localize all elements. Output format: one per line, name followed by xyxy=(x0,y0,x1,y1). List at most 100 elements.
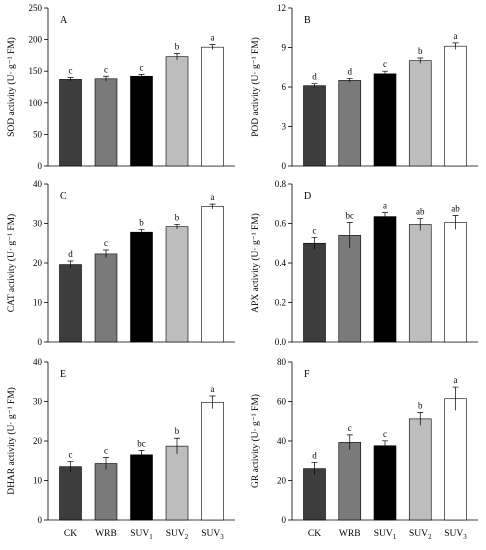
panel-letter: F xyxy=(304,369,310,380)
bar-suv1 xyxy=(373,216,397,343)
y-tick-label: 30 xyxy=(33,397,43,407)
y-tick-label: 0 xyxy=(282,515,287,525)
error-bar xyxy=(209,395,216,409)
error-bar xyxy=(452,215,459,230)
y-tick-label: 0.2 xyxy=(275,298,286,308)
bar-ck xyxy=(59,264,82,343)
error-bar xyxy=(382,212,388,221)
bar-suv2 xyxy=(408,224,432,343)
significance-letter: c xyxy=(69,450,73,460)
panel-letter: E xyxy=(60,369,66,380)
bar-suv2 xyxy=(408,60,432,167)
bar-ck xyxy=(59,79,82,167)
bar-suv3 xyxy=(444,222,467,343)
bar-wrb xyxy=(94,78,118,167)
significance-letter: d xyxy=(348,66,353,76)
bar-ck xyxy=(303,468,326,521)
bar-suv1 xyxy=(130,231,153,343)
x-tick-label: WRB xyxy=(95,529,117,539)
x-tick-label: SUV1 xyxy=(374,529,397,541)
error-bar xyxy=(174,223,180,230)
bar-suv3 xyxy=(444,45,467,167)
significance-letter: c xyxy=(313,225,317,235)
error-bar xyxy=(67,77,74,82)
error-bar xyxy=(174,437,180,455)
panel-f: 0 20 40 60 80 GR activity (U· g⁻¹ FM) Fd c c b a CK… xyxy=(250,357,478,541)
y-tick-label: 40 xyxy=(33,357,43,367)
bar-ck xyxy=(59,466,82,521)
y-tick-label: 6 xyxy=(282,82,287,92)
bar-suv3 xyxy=(201,46,224,167)
significance-letter: a xyxy=(383,201,387,211)
y-tick-label: 10 xyxy=(33,476,43,486)
significance-letter: c xyxy=(104,446,108,456)
error-bar xyxy=(138,229,145,235)
error-bar xyxy=(311,236,318,250)
error-bar xyxy=(452,42,459,50)
x-tick-label-base: WRB xyxy=(339,529,361,539)
bar-ck xyxy=(303,242,326,343)
significance-letter: b xyxy=(175,212,180,222)
error-bar xyxy=(103,457,109,470)
panel-d: 0.0 0.2 0.4 0.6 0.8 APX activity (U· g⁻¹ FM) D… xyxy=(250,179,478,347)
bar-suv1 xyxy=(130,454,153,521)
error-bar xyxy=(382,70,388,77)
x-tick-label-base: SUV xyxy=(130,529,149,539)
y-tick-label: 150 xyxy=(29,66,43,76)
significance-letter: b xyxy=(418,46,423,56)
y-tick-label: 0 xyxy=(38,161,43,171)
y-tick-label: 0 xyxy=(282,161,287,171)
error-bar xyxy=(311,461,318,475)
bar-suv2 xyxy=(165,56,189,167)
x-tick-label: CK xyxy=(308,529,321,539)
y-tick-label: 100 xyxy=(29,98,43,108)
panel-letter: A xyxy=(60,15,68,26)
bar-ck xyxy=(303,85,326,167)
bar-wrb xyxy=(338,442,362,521)
error-bar xyxy=(67,461,74,472)
y-tick-label: 0.0 xyxy=(275,337,287,347)
error-bar xyxy=(417,218,424,231)
significance-letter: bc xyxy=(346,211,355,221)
y-tick-label: 200 xyxy=(29,35,43,45)
y-axis-title: SOD activity (U· g⁻¹ FM) xyxy=(6,37,17,137)
y-axis-title: DHAR activity (U· g⁻¹ FM) xyxy=(6,387,17,495)
y-tick-label: 9 xyxy=(282,43,287,53)
error-bar xyxy=(346,78,353,83)
panel-letter: D xyxy=(304,191,311,202)
significance-letter: a xyxy=(454,375,458,385)
y-tick-label: 0.4 xyxy=(275,258,287,268)
x-tick-label-subscript: 1 xyxy=(149,533,153,541)
x-tick-label: SUV2 xyxy=(409,529,432,541)
significance-letter: ab xyxy=(451,204,460,214)
panel-a: 0 50 100 150 200 250 SOD activity (U· g⁻¹ FM) A… xyxy=(6,3,235,171)
significance-letter: c xyxy=(348,423,352,433)
significance-letter: b xyxy=(139,217,144,227)
x-tick-label-subscript: 2 xyxy=(185,533,189,541)
significance-letter: a xyxy=(211,33,215,43)
error-bar xyxy=(346,222,353,249)
error-bar xyxy=(452,386,459,411)
y-tick-label: 20 xyxy=(33,436,43,446)
y-tick-label: 50 xyxy=(33,129,43,139)
bar-suv2 xyxy=(165,226,189,343)
bar-suv2 xyxy=(165,445,189,521)
significance-letter: c xyxy=(140,62,144,72)
x-tick-label: SUV3 xyxy=(201,529,224,541)
significance-letter: c xyxy=(383,429,387,439)
significance-letter: c xyxy=(104,64,108,74)
x-tick-label-subscript: 1 xyxy=(393,533,397,541)
x-tick-label-base: WRB xyxy=(95,529,117,539)
error-bar xyxy=(382,440,388,451)
significance-letter: d xyxy=(68,249,73,259)
error-bar xyxy=(174,53,180,60)
bar-suv1 xyxy=(373,445,397,521)
bar-wrb xyxy=(94,253,118,343)
bar-wrb xyxy=(338,235,362,343)
y-axis-title: CAT activity (U· g⁻¹ FM) xyxy=(6,214,17,312)
y-tick-label: 60 xyxy=(277,397,287,407)
panel-letter: B xyxy=(304,15,311,26)
significance-letter: c xyxy=(104,238,108,248)
bar-suv3 xyxy=(201,206,224,343)
